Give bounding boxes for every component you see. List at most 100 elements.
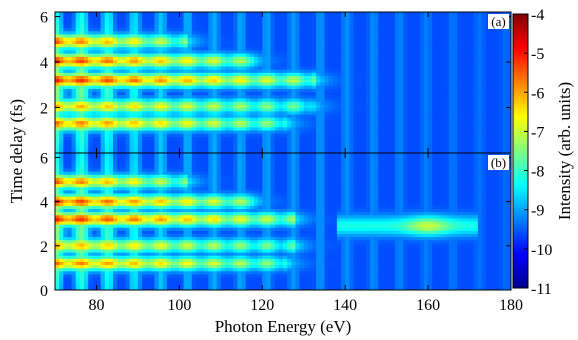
- heatmap-cell: [249, 149, 255, 154]
- heatmap-cell: [245, 88, 251, 93]
- heatmap-cell: [428, 127, 433, 131]
- heatmap-cell: [117, 56, 122, 61]
- heatmap-cell: [477, 101, 483, 106]
- heatmap-cell: [320, 24, 325, 29]
- heatmap-cell: [357, 117, 363, 122]
- heatmap-cell: [349, 140, 354, 144]
- heatmap-cell: [187, 146, 193, 151]
- heatmap-cell: [490, 44, 495, 48]
- heatmap-cell: [175, 53, 180, 58]
- heatmap-cell: [220, 72, 226, 77]
- heatmap-cell: [498, 149, 504, 154]
- heatmap-cell: [411, 124, 417, 128]
- heatmap-cell: [353, 108, 359, 112]
- heatmap-cell: [502, 111, 508, 115]
- heatmap-cell: [237, 31, 242, 35]
- heatmap-cell: [171, 124, 176, 128]
- heatmap-cell: [370, 98, 375, 103]
- heatmap-cell: [75, 56, 81, 61]
- heatmap-cell: [75, 133, 81, 138]
- heatmap-cell: [506, 101, 512, 106]
- heatmap-cell: [345, 12, 350, 16]
- heatmap-cell: [146, 60, 151, 64]
- heatmap-cell: [336, 108, 342, 112]
- heatmap-cell: [191, 120, 197, 125]
- heatmap-cell: [75, 156, 81, 160]
- heatmap-cell: [262, 130, 267, 135]
- heatmap-cell: [224, 82, 230, 87]
- heatmap-cell: [229, 98, 234, 103]
- heatmap-cell: [133, 104, 139, 109]
- heatmap-cell: [249, 108, 255, 112]
- heatmap-cell: [312, 143, 317, 147]
- heatmap-cell: [461, 34, 466, 39]
- heatmap-cell: [108, 47, 114, 51]
- heatmap-cell: [394, 12, 400, 16]
- heatmap-cell: [262, 85, 267, 90]
- heatmap-cell: [316, 40, 321, 45]
- heatmap-cell: [399, 88, 404, 93]
- heatmap-cell: [108, 114, 114, 119]
- heatmap-cell: [88, 140, 93, 144]
- heatmap-cell: [461, 76, 466, 80]
- heatmap-cell: [299, 60, 305, 64]
- heatmap-cell: [237, 101, 242, 106]
- heatmap-cell: [498, 37, 504, 42]
- heatmap-cell: [287, 101, 292, 106]
- heatmap-cell: [195, 104, 201, 109]
- heatmap-cell: [158, 95, 164, 99]
- heatmap-cell: [100, 101, 106, 106]
- heatmap-cell: [137, 98, 143, 103]
- heatmap-cell: [386, 60, 392, 64]
- heatmap-cell: [349, 124, 354, 128]
- heatmap-cell: [469, 88, 475, 93]
- heatmap-cell: [469, 143, 475, 147]
- heatmap-cell: [307, 24, 313, 29]
- heatmap-cell: [183, 85, 189, 90]
- heatmap-cell: [490, 63, 495, 67]
- heatmap-cell: [415, 72, 421, 77]
- heatmap-cell: [498, 98, 504, 103]
- heatmap-cell: [423, 98, 429, 103]
- heatmap-cell: [341, 140, 346, 144]
- heatmap-cell: [104, 133, 110, 138]
- heatmap-cell: [481, 114, 487, 119]
- heatmap-cell: [262, 140, 267, 144]
- heatmap-cell: [390, 92, 396, 96]
- heatmap-cell: [353, 127, 359, 131]
- heatmap-cell: [303, 79, 309, 83]
- heatmap-cell: [154, 117, 160, 122]
- heatmap-cell: [183, 63, 189, 67]
- heatmap-cell: [502, 101, 508, 106]
- heatmap-cell: [63, 156, 68, 160]
- heatmap-cell: [208, 37, 213, 42]
- heatmap-cell: [469, 98, 475, 103]
- heatmap-cell: [490, 60, 495, 64]
- heatmap-cell: [245, 47, 251, 51]
- heatmap-cell: [183, 146, 189, 151]
- heatmap-cell: [299, 12, 305, 16]
- heatmap-cell: [320, 12, 325, 16]
- heatmap-cell: [494, 104, 499, 109]
- heatmap-cell: [382, 104, 388, 109]
- heatmap-cell: [75, 117, 81, 122]
- heatmap-cell: [324, 114, 329, 119]
- heatmap-cell: [374, 136, 379, 141]
- heatmap-cell: [374, 44, 379, 48]
- heatmap-cell: [399, 143, 404, 147]
- heatmap-cell: [378, 21, 383, 26]
- heatmap-cell: [270, 60, 276, 64]
- heatmap-cell: [378, 63, 383, 67]
- heatmap-cell: [303, 120, 309, 125]
- heatmap-cell: [411, 114, 417, 119]
- heatmap-cell: [183, 15, 189, 19]
- heatmap-cell: [432, 117, 437, 122]
- heatmap-cell: [332, 124, 338, 128]
- heatmap-cell: [332, 133, 338, 138]
- heatmap-cell: [175, 140, 180, 144]
- heatmap-cell: [303, 146, 309, 151]
- heatmap-cell: [291, 40, 296, 45]
- heatmap-cell: [357, 88, 363, 93]
- heatmap-cell: [444, 111, 450, 115]
- heatmap-cell: [336, 31, 342, 35]
